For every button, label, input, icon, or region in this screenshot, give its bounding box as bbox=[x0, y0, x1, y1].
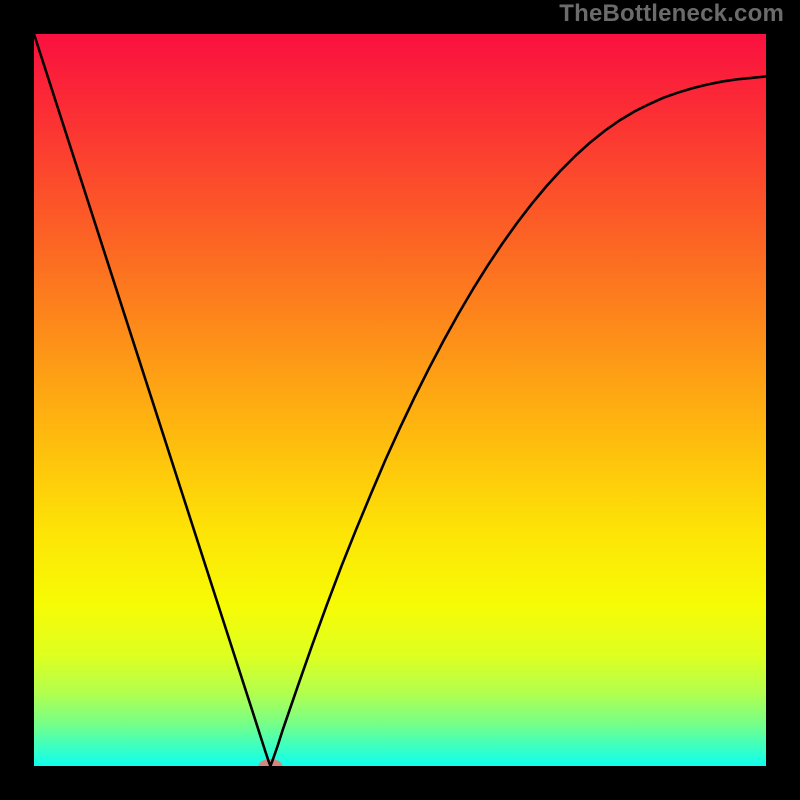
plot-area bbox=[32, 32, 768, 768]
canvas: TheBottleneck.com bbox=[0, 0, 800, 800]
curve-path bbox=[34, 34, 766, 766]
attribution-text: TheBottleneck.com bbox=[559, 0, 784, 28]
curve-layer bbox=[34, 34, 766, 766]
